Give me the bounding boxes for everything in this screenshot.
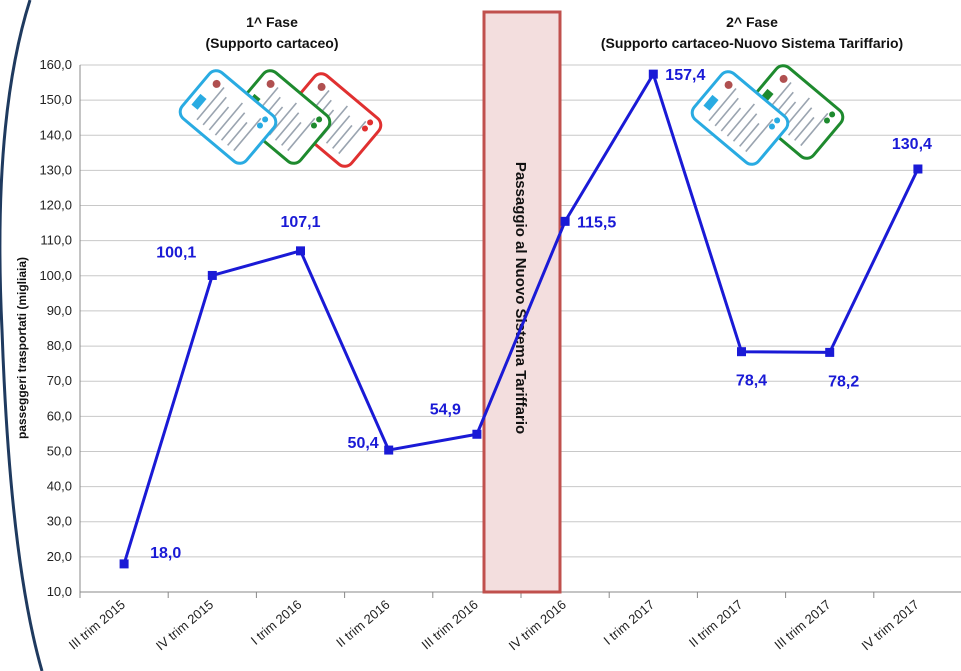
- data-label: 107,1: [280, 214, 320, 231]
- data-label: 115,5: [577, 214, 616, 231]
- transition-band: [482, 10, 562, 594]
- y-tick-label: 110,0: [40, 233, 72, 248]
- y-tick-label: 80,0: [47, 338, 72, 353]
- x-tick-label: III trim 2015: [66, 597, 128, 653]
- series-line: [122, 72, 920, 565]
- y-tick-label: 160,0: [39, 57, 72, 72]
- data-point: [737, 347, 746, 357]
- ticket-cards-illustration-2: [690, 64, 845, 166]
- y-tick-label: 60,0: [47, 408, 72, 423]
- decorative-arc: [0, 0, 44, 671]
- y-tick-label: 130,0: [39, 162, 72, 177]
- ticket-cards-illustration-1: [178, 69, 383, 168]
- y-tick-label: 40,0: [47, 479, 72, 494]
- y-tick-label: 100,0: [39, 268, 72, 283]
- x-tick-label: II trim 2016: [333, 597, 392, 650]
- data-point: [913, 164, 923, 174]
- phase-1-title: 1^ Fase: [246, 14, 298, 30]
- y-tick-label: 70,0: [47, 373, 72, 388]
- y-tick-label: 10,0: [47, 584, 72, 599]
- x-tick-label: IV trim 2017: [858, 597, 921, 654]
- transition-label: Passaggio al Nuovo Sistema Tariffario: [512, 162, 529, 434]
- ticket-card-icon: [178, 69, 278, 165]
- data-label: 130,4: [892, 136, 932, 153]
- series-line-group: [119, 69, 923, 569]
- y-tick-label: 140,0: [39, 127, 72, 142]
- y-tick-label: 90,0: [47, 303, 72, 318]
- data-label: 54,9: [430, 401, 461, 418]
- x-tick-label: III trim 2016: [419, 597, 481, 653]
- y-tick-label: 30,0: [47, 514, 72, 529]
- data-label: 18,0: [150, 545, 181, 562]
- data-point: [825, 347, 835, 357]
- y-tick-labels: 10,0 20,0 30,0 40,0 50,0 60,0 70,0 80,0 90,0 100,…: [39, 57, 72, 599]
- x-tick-label: IV trim 2016: [506, 597, 569, 654]
- x-tick-labels: III trim 2015 IV trim 2015 I trim 2016 II t…: [66, 597, 922, 654]
- data-point: [384, 445, 394, 455]
- phase-2-title: 2^ Fase: [726, 14, 778, 30]
- data-label: 78,2: [828, 373, 859, 390]
- data-point: [648, 69, 658, 79]
- data-point: [560, 216, 570, 226]
- y-tick-label: 120,0: [39, 198, 72, 213]
- x-tick-label: I trim 2016: [248, 597, 305, 648]
- y-axis-label: passeggeri trasportati (migliaia): [15, 257, 29, 439]
- data-point: [296, 246, 305, 256]
- ticket-card-icon: [690, 70, 790, 166]
- data-label: 100,1: [156, 244, 196, 261]
- x-tick-label: IV trim 2015: [153, 597, 216, 654]
- data-point: [119, 559, 129, 569]
- y-tick-label: 150,0: [39, 92, 72, 107]
- x-tick-label: II trim 2017: [686, 597, 745, 650]
- data-point: [207, 270, 217, 280]
- x-tick-label: I trim 2017: [601, 597, 658, 648]
- data-label-group: 18,0 100,1 107,1 50,4 54,9 115,5 157,4 78,4 78,2…: [150, 67, 932, 562]
- y-tick-label: 20,0: [47, 549, 72, 564]
- y-tick-label: 50,0: [47, 443, 72, 458]
- data-point: [472, 429, 482, 439]
- phase-1-subtitle: (Supporto cartaceo): [205, 35, 338, 51]
- data-label: 50,4: [348, 435, 379, 452]
- phase-2-subtitle: (Supporto cartaceo-Nuovo Sistema Tariffa…: [601, 35, 903, 51]
- x-tick-label: III trim 2017: [771, 597, 833, 653]
- data-label: 78,4: [736, 373, 767, 390]
- data-label: 157,4: [665, 67, 705, 84]
